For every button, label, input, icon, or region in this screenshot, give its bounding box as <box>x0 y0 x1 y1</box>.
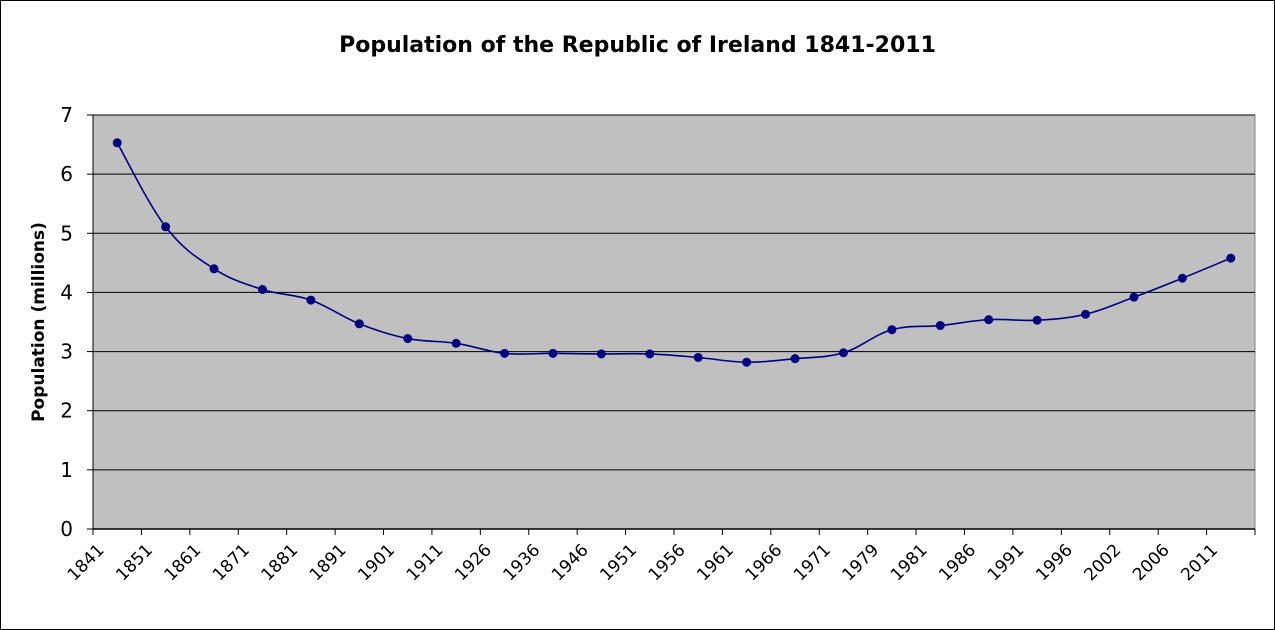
x-tick-label: 1971 <box>790 540 835 585</box>
data-point <box>1032 315 1042 325</box>
y-tick-label: 6 <box>60 162 73 186</box>
x-tick-label: 1946 <box>548 540 593 585</box>
y-tick-label: 2 <box>60 399 73 423</box>
data-point <box>209 264 219 274</box>
data-point <box>306 295 316 305</box>
data-point <box>887 325 897 335</box>
y-tick-label: 4 <box>60 280 73 304</box>
data-point <box>500 348 510 358</box>
data-point <box>742 357 752 367</box>
x-tick-label: 1851 <box>112 540 157 585</box>
data-point <box>403 334 413 344</box>
y-axis-label: Population (millions) <box>29 222 49 422</box>
x-tick-label: 1951 <box>596 540 641 585</box>
chart-title: Population of the Republic of Ireland 18… <box>339 33 936 58</box>
data-point <box>161 222 171 232</box>
y-tick-label: 3 <box>60 340 73 364</box>
x-tick-label: 2011 <box>1177 540 1222 585</box>
x-tick-label: 1936 <box>500 540 545 585</box>
x-tick-label: 2002 <box>1081 540 1126 585</box>
x-tick-label: 1881 <box>257 540 302 585</box>
data-point <box>354 319 364 329</box>
data-point <box>1129 292 1139 302</box>
x-tick-label: 1891 <box>306 540 351 585</box>
data-point <box>984 315 994 325</box>
data-point <box>112 138 122 148</box>
data-point <box>838 348 848 358</box>
plot-area <box>92 114 1256 530</box>
data-point <box>1177 273 1187 283</box>
x-tick-label: 1986 <box>935 540 980 585</box>
x-tick-label: 1871 <box>209 540 254 585</box>
data-point <box>548 348 558 358</box>
data-point <box>1081 309 1091 319</box>
y-tick-label: 7 <box>60 103 73 127</box>
x-tick-label: 1901 <box>354 540 399 585</box>
data-point <box>790 354 800 364</box>
data-point <box>596 349 606 359</box>
x-tick-label: 1956 <box>645 540 690 585</box>
data-point <box>645 349 655 359</box>
data-point <box>935 321 945 331</box>
y-tick-label: 0 <box>60 517 73 541</box>
x-tick-label: 1926 <box>451 540 496 585</box>
x-tick-label: 1841 <box>64 540 109 585</box>
x-tick-label: 1861 <box>161 540 206 585</box>
x-tick-label: 1991 <box>984 540 1029 585</box>
data-point <box>451 338 461 348</box>
data-point <box>257 284 267 294</box>
x-tick-label: 1981 <box>887 540 932 585</box>
x-tick-label: 1911 <box>403 540 448 585</box>
y-tick-label: 5 <box>60 221 73 245</box>
x-tick-label: 2006 <box>1129 540 1174 585</box>
y-tick-label: 1 <box>60 458 73 482</box>
x-tick-label: 1996 <box>1032 540 1077 585</box>
data-point <box>693 352 703 362</box>
x-tick-label: 1961 <box>693 540 738 585</box>
x-tick-label: 1979 <box>838 540 883 585</box>
data-point <box>1226 253 1236 263</box>
x-tick-label: 1966 <box>742 540 787 585</box>
